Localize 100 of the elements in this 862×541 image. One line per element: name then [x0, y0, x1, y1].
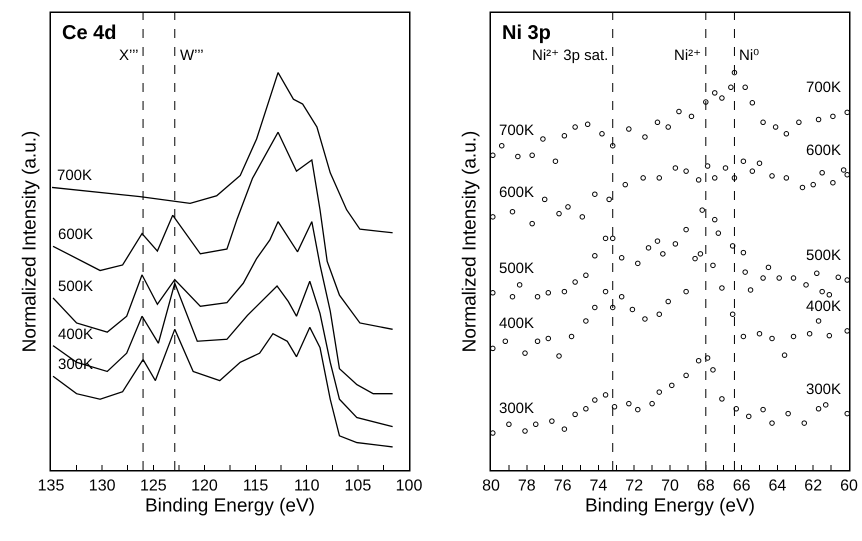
x-tick-label: 66 [732, 478, 751, 495]
point [599, 131, 605, 137]
point [772, 124, 778, 130]
point [649, 400, 655, 406]
point [748, 287, 754, 293]
point [592, 191, 598, 197]
point [742, 84, 748, 90]
point [810, 182, 816, 188]
point [549, 418, 555, 424]
point [583, 272, 589, 278]
series-label: 500K [806, 247, 842, 264]
point [676, 108, 682, 114]
point [626, 126, 632, 132]
point [696, 358, 702, 364]
point [656, 175, 662, 181]
point [630, 306, 636, 312]
point [626, 400, 632, 406]
point [704, 355, 710, 361]
point [606, 196, 612, 202]
ref-line-label: X’’’ [119, 47, 138, 64]
x-tick-label: 74 [590, 478, 608, 495]
point [542, 196, 548, 202]
point [719, 95, 725, 101]
point [529, 152, 535, 158]
text: 700K [806, 79, 842, 96]
series-label: 400K [58, 326, 94, 343]
point [572, 412, 578, 418]
point [740, 158, 746, 164]
point [790, 275, 796, 281]
series-label: 600K [58, 226, 94, 243]
point [672, 241, 678, 247]
point [698, 251, 704, 257]
point [656, 311, 662, 317]
point [760, 406, 766, 412]
point [822, 402, 828, 408]
point [816, 318, 822, 324]
point [584, 122, 590, 128]
point [672, 165, 678, 171]
point [622, 182, 628, 188]
point [790, 334, 796, 340]
point [552, 158, 558, 164]
point [826, 332, 832, 338]
point [819, 170, 825, 176]
point [732, 70, 738, 76]
point [502, 338, 508, 344]
point [803, 282, 809, 288]
point [712, 175, 718, 181]
point [683, 168, 689, 174]
point [730, 243, 736, 249]
series-label: 700K [499, 122, 534, 139]
point [784, 175, 790, 181]
point [814, 270, 820, 276]
x-tick-label: 130 [88, 478, 116, 495]
point [612, 404, 618, 410]
point [562, 288, 568, 294]
point [642, 316, 648, 322]
x-tick-label: 76 [554, 478, 572, 495]
ref-line-label: Ni⁰ [739, 47, 760, 64]
point [602, 288, 608, 294]
x-tick-label: 60 [840, 478, 858, 495]
point [515, 154, 521, 160]
point [592, 304, 598, 310]
point [534, 294, 540, 300]
point [602, 392, 608, 398]
point [592, 253, 598, 259]
point [712, 90, 718, 96]
x-tick-label: 100 [396, 478, 422, 495]
point [516, 282, 522, 288]
point [642, 134, 648, 140]
point [660, 251, 666, 257]
point [784, 131, 790, 137]
x-tick-label: 120 [191, 478, 218, 495]
point [692, 256, 698, 262]
series-label: 600K [499, 184, 534, 201]
x-tick-label: 125 [140, 478, 167, 495]
point [665, 124, 671, 130]
point [785, 410, 791, 416]
point [802, 420, 807, 426]
point [583, 318, 589, 324]
point [610, 304, 616, 310]
point [562, 133, 568, 139]
x-tick-label: 105 [344, 478, 372, 495]
point [816, 406, 822, 412]
point [556, 353, 562, 359]
point [665, 298, 671, 304]
point [826, 292, 832, 298]
point [656, 389, 662, 395]
text: 600K [806, 142, 842, 159]
point [618, 294, 624, 300]
point [830, 180, 836, 186]
text: 300K [806, 381, 842, 398]
x-tick-label: 62 [804, 478, 822, 495]
point [750, 168, 756, 174]
point [716, 230, 722, 236]
point [730, 311, 736, 317]
point [766, 264, 772, 270]
point [683, 288, 689, 294]
x-tick-label: 135 [38, 478, 64, 495]
chart-title: Ni 3p [502, 22, 551, 44]
point [506, 422, 512, 428]
